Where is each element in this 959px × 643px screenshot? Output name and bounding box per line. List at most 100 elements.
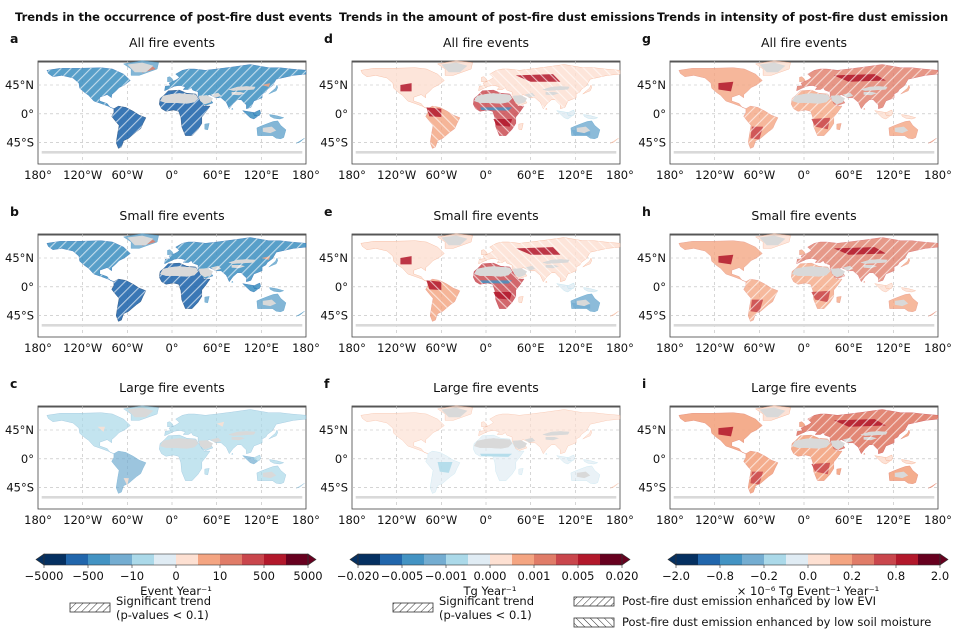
lon-tick-label: 180° xyxy=(606,168,634,182)
colorbar-swatch xyxy=(512,554,535,565)
lon-tick-label: 120°W xyxy=(695,168,734,182)
land-region-sr xyxy=(863,107,866,110)
no-data-region-ausd xyxy=(894,471,909,479)
land-region-sr xyxy=(231,107,234,110)
lon-tick-label: 180° xyxy=(606,341,634,355)
colorbar-tick-label: −0.005 xyxy=(381,569,424,583)
legend-text: Significant trend xyxy=(439,594,534,608)
colorbar-tick-label: 0.8 xyxy=(887,569,905,583)
land-region-jp xyxy=(268,257,278,268)
colorbar-swatch xyxy=(534,554,557,565)
lon-tick-label: 60°E xyxy=(203,341,231,355)
lat-tick-label: 45°N xyxy=(5,78,34,92)
column-title-intensity: Trends in intensity of post-fire dust em… xyxy=(657,10,949,24)
no-data-region-green xyxy=(759,407,786,418)
no-data-region-arabia xyxy=(512,268,527,278)
land-region-md xyxy=(204,123,210,131)
colorbar-swatch xyxy=(176,554,199,565)
lat-tick-label: 45°S xyxy=(320,481,348,495)
hatch-swatch xyxy=(573,617,615,628)
colorbar-swatch xyxy=(556,554,579,565)
colorbar-label: × 10⁻⁶ Tg Event⁻¹ Year⁻¹ xyxy=(737,584,880,598)
land-region-ng xyxy=(583,459,599,465)
lon-tick-label: 60°W xyxy=(111,341,143,355)
trend-patch xyxy=(216,421,225,427)
map-panel-a: a All fire events 180° 120°W 60°W 0° 60°E 120°E… xyxy=(5,31,320,182)
trend-patch xyxy=(400,83,412,92)
significance-hatching xyxy=(111,106,146,149)
panel-label-f: f xyxy=(324,376,330,391)
lon-tick-label: 180° xyxy=(24,168,52,182)
no-data-region-green xyxy=(441,235,468,246)
panel-title-a: All fire events xyxy=(129,35,215,50)
colorbar-arrow-left xyxy=(667,553,677,566)
legend-text: Post-fire dust emission enhanced by low … xyxy=(622,615,931,629)
lon-tick-label: 120°E xyxy=(876,513,911,527)
colorbar-swatch xyxy=(676,554,699,565)
no-data-region-sahara xyxy=(474,438,513,449)
colorbar-tick-label: 0 xyxy=(172,569,179,583)
no-data-region-antarc xyxy=(41,151,303,154)
lat-tick-label: 45°S xyxy=(320,136,348,150)
land-region-ng xyxy=(901,287,917,293)
lat-tick-label: 45°N xyxy=(637,423,666,437)
panel-label-a: a xyxy=(10,31,18,46)
lat-tick-label: 45°S xyxy=(6,309,34,323)
trend-patch xyxy=(718,254,734,265)
lon-tick-label: 60°W xyxy=(425,341,457,355)
lon-tick-label: 120°W xyxy=(377,513,416,527)
legend-entry-4: Post-fire dust emission enhanced by low … xyxy=(573,615,931,629)
land-region-jp xyxy=(582,429,592,440)
map-panel-c: c Large fire events 180° 120°W 60°W 0° 60°E 120… xyxy=(5,376,320,527)
land-region-uk xyxy=(167,76,174,83)
colorbar-swatch xyxy=(424,554,447,565)
lon-tick-label: 180° xyxy=(24,513,52,527)
column-title-occurrence: Trends in the occurrence of post-fire du… xyxy=(15,10,333,24)
lon-tick-label: 180° xyxy=(924,168,952,182)
hatch-swatch xyxy=(392,602,434,613)
significance-hatching xyxy=(111,279,146,322)
land-region-sr xyxy=(545,107,548,110)
no-data-region-tarim xyxy=(228,86,256,91)
land-region-sr xyxy=(545,452,548,455)
colorbar-swatch xyxy=(446,554,469,565)
lat-tick-label: 0° xyxy=(21,452,34,466)
colorbar-swatch xyxy=(380,554,403,565)
significance-hatching xyxy=(743,451,778,494)
land-region-nz xyxy=(610,138,619,144)
lon-tick-label: 120°E xyxy=(244,513,279,527)
no-data-region-antarc xyxy=(673,324,935,327)
lat-tick-label: 0° xyxy=(21,107,34,121)
land-region-ng xyxy=(901,114,917,120)
lon-tick-label: 120°W xyxy=(377,168,416,182)
hatch-swatch xyxy=(573,596,615,607)
land-region-nz xyxy=(928,138,937,144)
panel-label-g: g xyxy=(642,31,651,46)
colorbar-tick-label: 0.000 xyxy=(474,569,507,583)
land-region-uk xyxy=(167,249,174,256)
lon-tick-label: 60°E xyxy=(203,168,231,182)
lon-tick-label: 0° xyxy=(797,168,810,182)
legend-text: Post-fire dust emission enhanced by low … xyxy=(622,594,876,608)
panel-label-h: h xyxy=(642,204,651,219)
colorbar-tick-label: −0.8 xyxy=(706,569,734,583)
lon-tick-label: 60°W xyxy=(743,341,775,355)
land-region-uk xyxy=(481,249,488,256)
lon-tick-label: 0° xyxy=(165,341,178,355)
lat-tick-label: 45°S xyxy=(638,481,666,495)
map-panel-e: e Small fire events 180° 120°W 60°W 0° 60°E 120… xyxy=(319,204,634,355)
colorbar-swatch xyxy=(830,554,853,565)
no-data-region-tarim xyxy=(860,431,888,436)
colorbar-tick-label: 0.2 xyxy=(843,569,861,583)
lon-tick-label: 60°E xyxy=(517,513,545,527)
trend-patch xyxy=(480,453,513,457)
trend-patch xyxy=(571,129,591,136)
lat-tick-label: 45°N xyxy=(319,251,348,265)
legend-text: (p-values < 0.1) xyxy=(439,608,532,622)
colorbar-2: −0.020 −0.005 −0.001 0.000 0.001 0.005 0.020 Tg… xyxy=(337,553,638,598)
significance-hatching xyxy=(743,106,778,149)
lon-tick-label: 120°W xyxy=(377,341,416,355)
no-data-region-tarim xyxy=(228,431,256,436)
lon-tick-label: 120°E xyxy=(558,341,593,355)
